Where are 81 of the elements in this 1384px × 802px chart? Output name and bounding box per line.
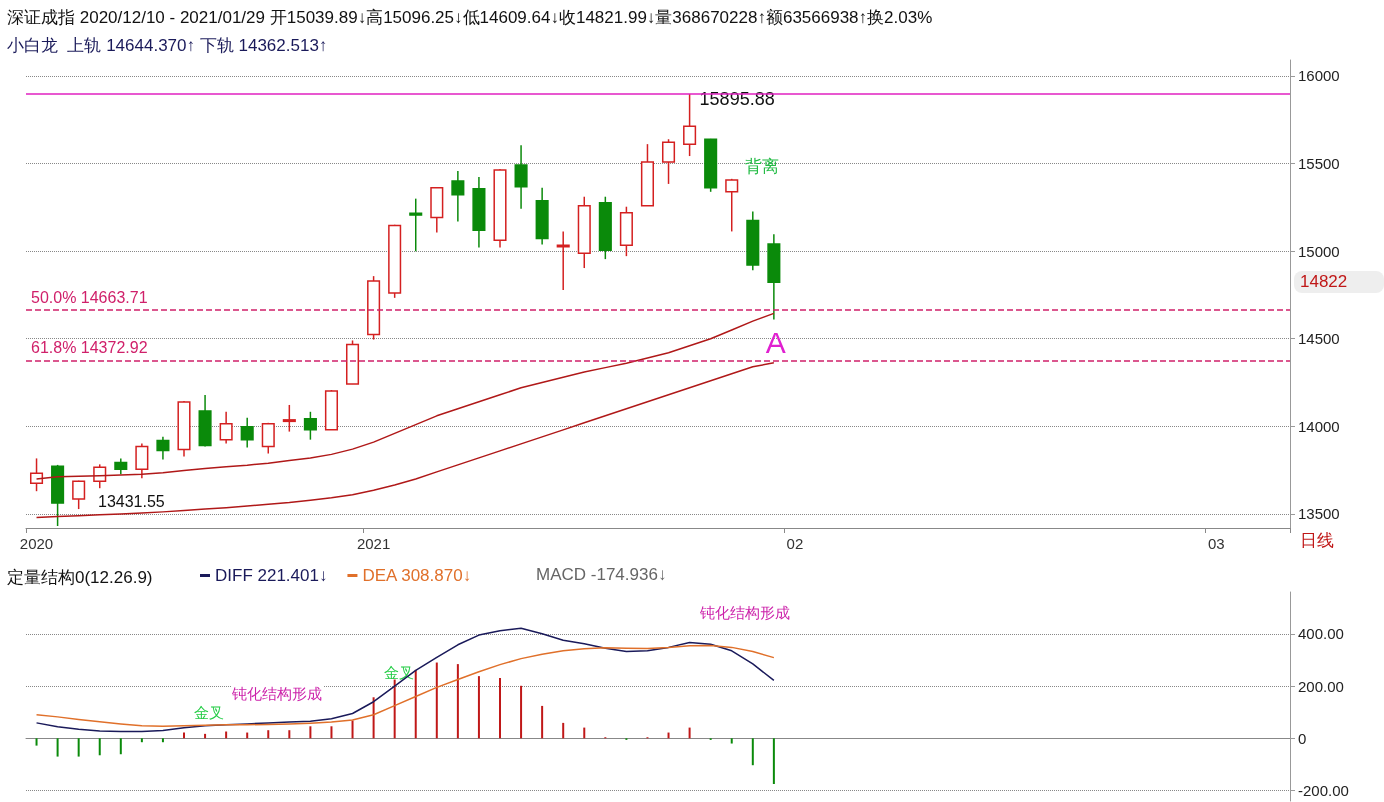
bar: [751, 738, 754, 766]
chart-title: 定量结构0(12.26.9): [7, 568, 153, 587]
bar: [562, 722, 565, 739]
legend-label: DEA 308.870↓: [362, 566, 472, 585]
candlestick: [282, 404, 296, 433]
legend-label: DIFF 221.401↓: [215, 566, 328, 585]
candlestick: [240, 417, 254, 449]
line-series: [35, 627, 775, 733]
candlestick: [261, 422, 275, 455]
candlestick: [72, 479, 86, 510]
candlestick: [683, 93, 697, 157]
x-tick-label: 03: [1207, 535, 1225, 552]
y-tick-label: 14000: [1298, 417, 1340, 435]
bar: [351, 720, 354, 739]
y-tick-label: 13500: [1298, 505, 1340, 523]
bar: [330, 726, 333, 739]
ref-line-label: 61.8% 14372.92: [31, 339, 148, 357]
text: MACD -174.936↓: [536, 565, 667, 584]
candlestick: [661, 138, 676, 185]
bar: [435, 662, 438, 739]
candlestick: [556, 230, 570, 291]
y-tick-label: 14500: [1298, 330, 1340, 348]
ref-line-label: 50.0% 14663.71: [31, 288, 148, 306]
bar: [267, 730, 270, 739]
candlestick: [135, 442, 149, 479]
x-tick-label: 02: [786, 535, 804, 552]
y-tick-label: -200.00: [1298, 782, 1349, 800]
x-tick-label: 2021: [356, 535, 391, 552]
annotation: 金叉: [194, 703, 225, 721]
bar: [688, 727, 691, 739]
annotation: 钝化结构形成: [231, 684, 323, 702]
line-series: [35, 362, 775, 519]
text: 日线: [1300, 531, 1334, 550]
bar: [372, 697, 375, 739]
candlestick: [219, 411, 233, 445]
bar: [246, 732, 249, 739]
candlestick: [409, 197, 423, 252]
bar: [119, 738, 122, 755]
candlestick: [156, 435, 170, 461]
bar: [183, 732, 185, 739]
bar: [288, 730, 291, 739]
bar: [77, 738, 80, 757]
annotation: 钝化结构形成: [698, 604, 790, 622]
bar: [414, 669, 417, 739]
chart-title: 深证成指 2020/12/10 - 2021/01/29 开15039.89↓高15096.25↓低14609.64↓收14821.99↓量368670228↑额63566938↑换2.03%: [7, 8, 933, 27]
y-tick-label: 200.00: [1298, 677, 1344, 695]
bar: [56, 738, 59, 757]
y-tick-label: 400.00: [1298, 625, 1344, 643]
y-tick-label: 15000: [1298, 242, 1340, 260]
bar: [583, 727, 586, 739]
bar: [499, 677, 501, 739]
candlestick: [725, 178, 739, 233]
annotation: 13431.55: [98, 492, 165, 510]
candlestick: [514, 144, 528, 210]
bar: [456, 664, 459, 739]
candlestick: [451, 170, 465, 223]
line-series: [35, 644, 775, 728]
bar: [98, 738, 101, 756]
y-tick-label: 15500: [1298, 154, 1340, 172]
x-tick-label: 2020: [19, 535, 54, 552]
candlestick: [303, 411, 317, 441]
y-tick-label: 16000: [1298, 67, 1340, 85]
bar: [520, 685, 523, 739]
annotation: A: [765, 325, 786, 359]
bar: [667, 732, 670, 739]
bar: [35, 738, 38, 746]
y-tick-label: 0: [1298, 729, 1307, 747]
bar: [772, 738, 775, 784]
bar: [161, 738, 164, 743]
annotation: 15895.88: [699, 89, 775, 110]
bar: [140, 738, 143, 743]
annotation: 金叉: [383, 664, 414, 682]
bar: [477, 676, 480, 739]
bar: [393, 679, 396, 739]
text: 14822: [1300, 272, 1348, 291]
bar: [309, 726, 312, 739]
chart-subtitle: 小白龙 上轨 14644.370↑ 下轨 14362.513↑: [7, 36, 328, 55]
bar: [541, 705, 544, 739]
bar: [730, 738, 733, 744]
annotation: 背离: [745, 157, 779, 176]
candlestick: [29, 457, 44, 492]
